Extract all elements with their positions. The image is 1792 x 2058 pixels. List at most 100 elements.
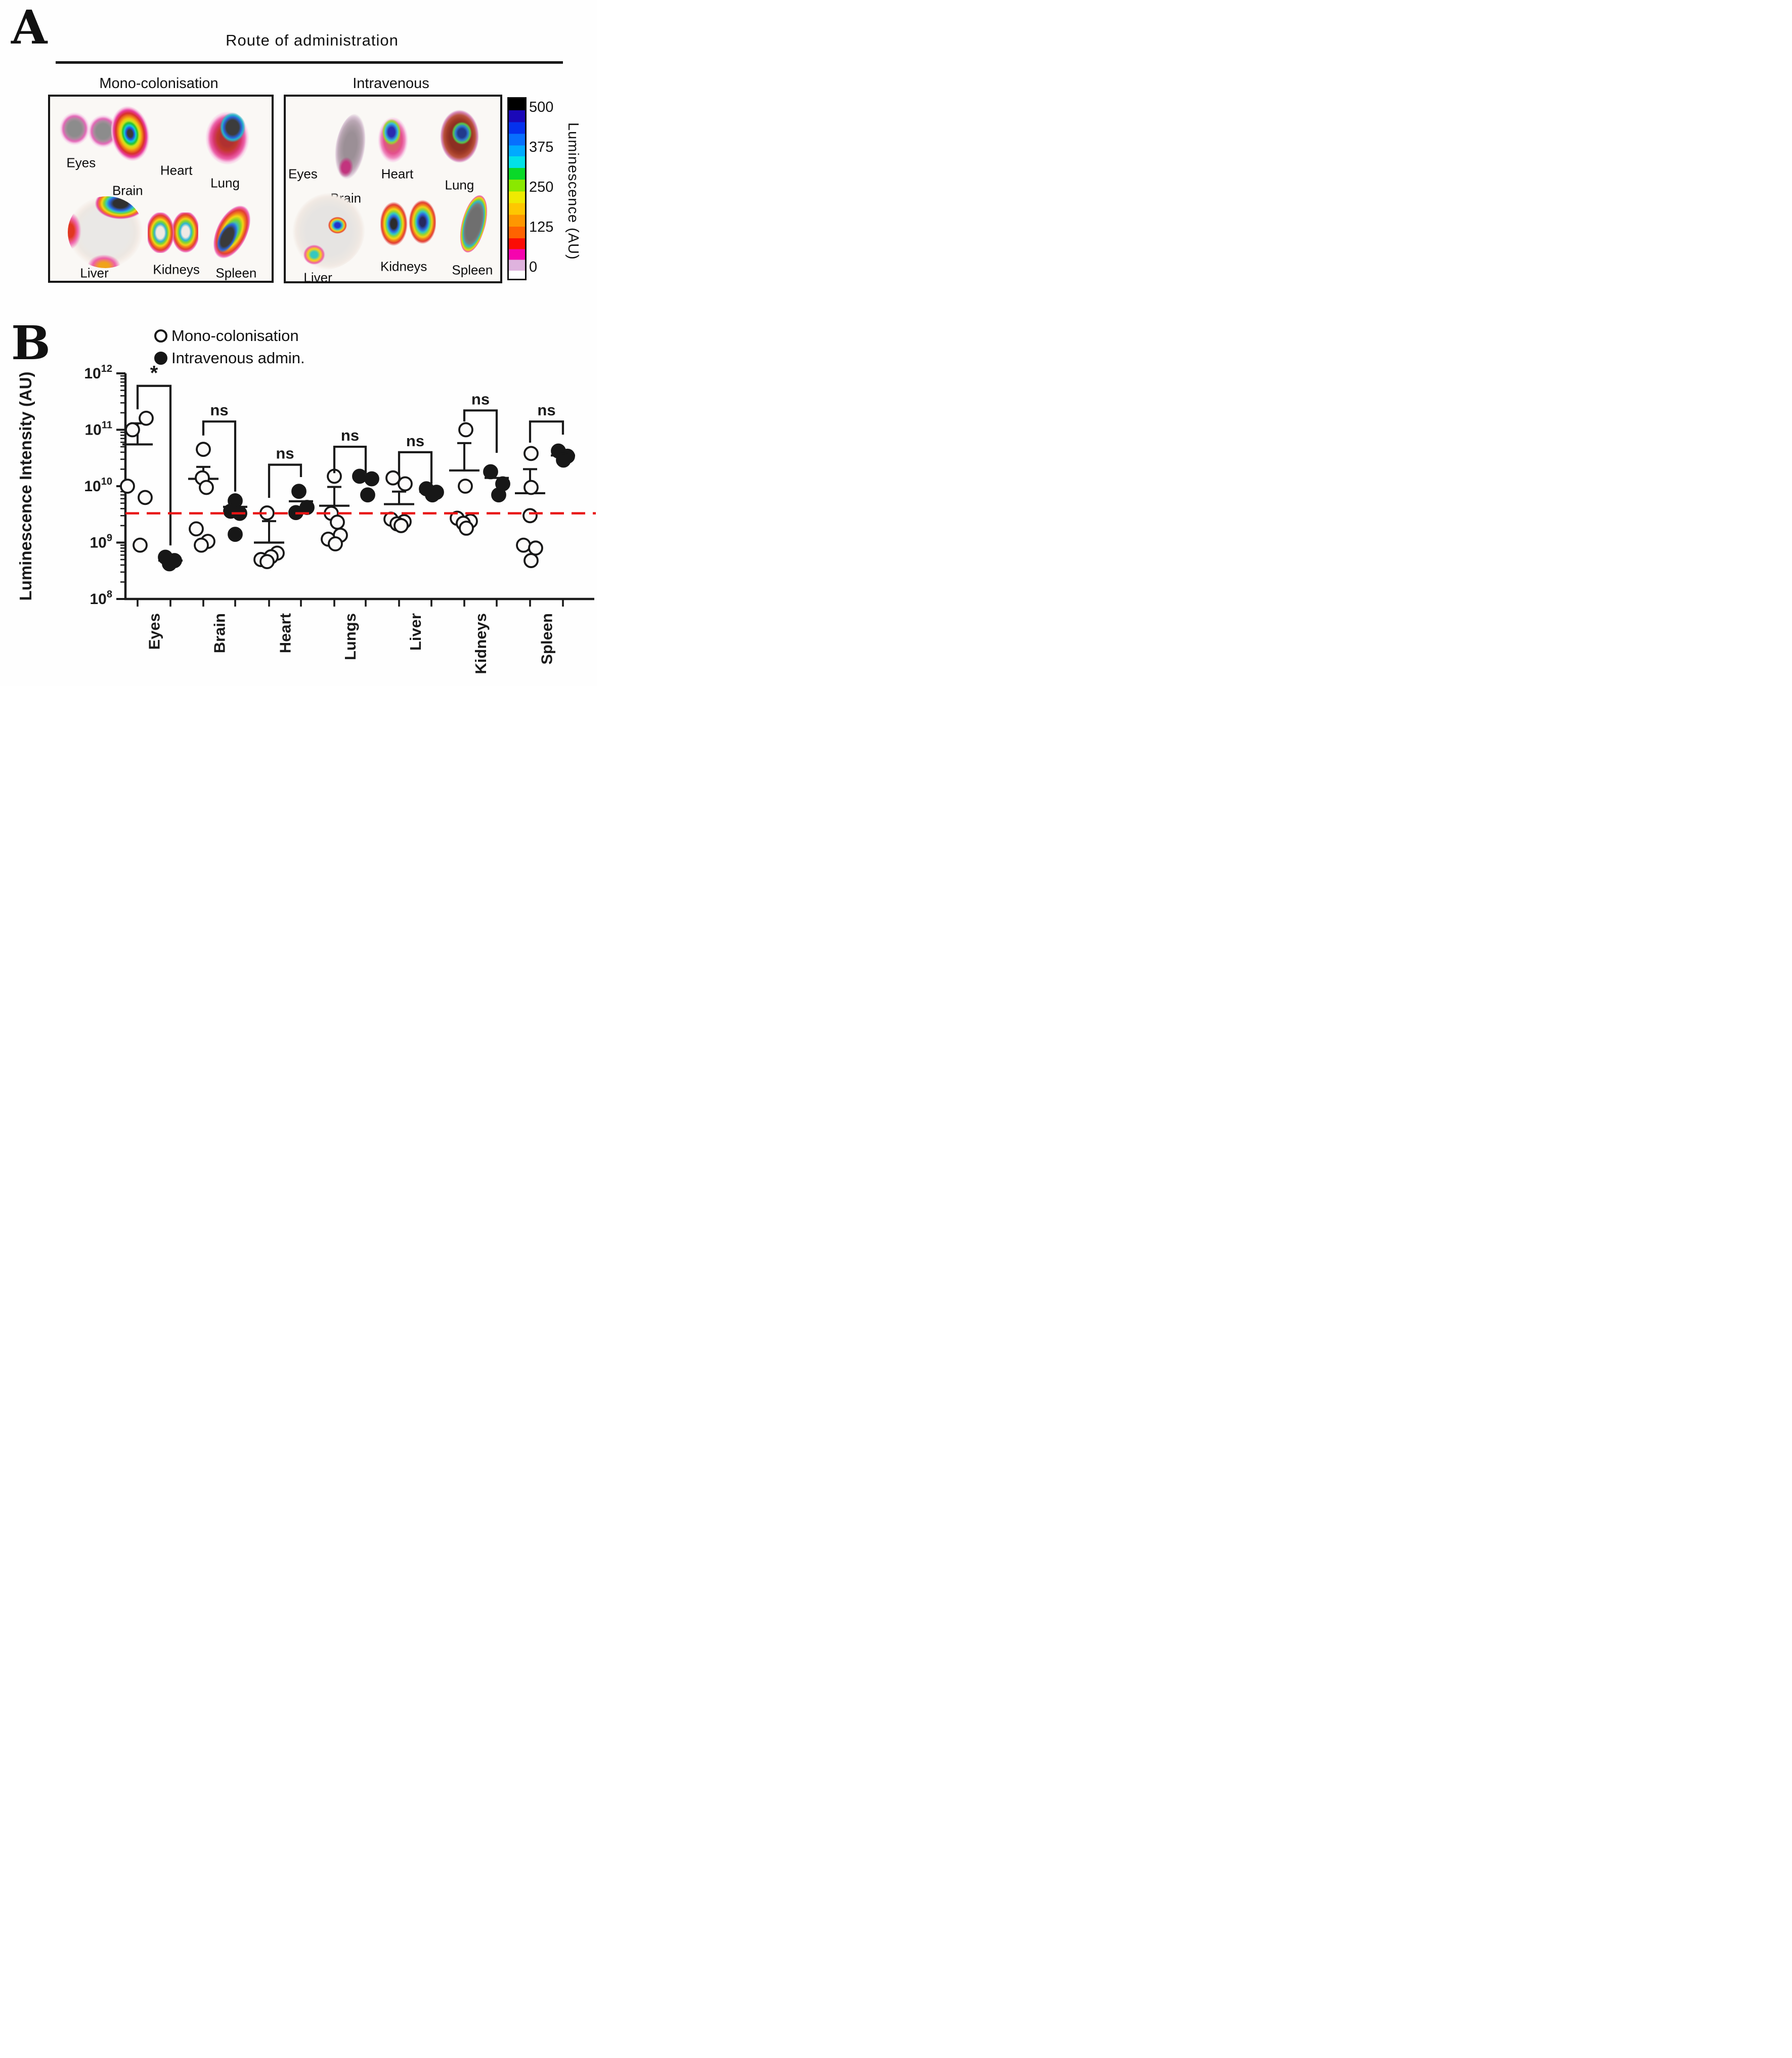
liver-organ-image	[68, 196, 143, 268]
brain-sig-label: ns	[210, 401, 228, 419]
liver-iv-data-point	[425, 487, 440, 503]
spleen-label: Spleen	[452, 262, 493, 278]
lungs-iv-data-point	[360, 487, 375, 503]
brain-sig-bracket	[202, 420, 237, 492]
spleen-mono-data-point	[523, 553, 539, 568]
lung-organ-image	[205, 111, 250, 165]
liver-mono-data-point	[398, 476, 413, 492]
kidneys-label: Kidneys	[153, 262, 200, 277]
lungs-sig-bracket	[333, 445, 367, 476]
liver-label: Liver	[80, 265, 109, 281]
liver-organ-image	[292, 192, 365, 271]
lungs-mono-data-point	[328, 536, 343, 551]
eyes-sig-label: *	[150, 362, 158, 384]
panel-subtitle: Intravenous	[353, 75, 429, 92]
figure-page: A Route of administration Mono-colonisat…	[0, 0, 597, 686]
colorbar-tick-375: 375	[529, 139, 554, 155]
lungs-sig-label: ns	[341, 426, 359, 444]
y-axis-title: Luminescence Intensity (AU)	[16, 372, 35, 601]
heart-sig-bracket	[268, 463, 302, 498]
panel-subtitle: Mono-colonisation	[99, 75, 218, 92]
brain-mono-data-point	[199, 480, 214, 495]
panel-b-label: B	[11, 316, 51, 370]
liver-label: Liver	[303, 270, 332, 285]
kidneys-sig-bracket	[463, 409, 498, 453]
heart-label: Heart	[381, 166, 414, 182]
eyes-mono-data-point	[125, 422, 140, 438]
legend-item-mono-colonisation: Mono-colonisation	[154, 327, 299, 345]
colorbar-tick-250: 250	[529, 179, 554, 195]
colorbar-tick-125: 125	[529, 219, 554, 235]
brain-mono-data-point	[189, 521, 204, 537]
eyes-mono-data-point	[139, 410, 154, 426]
eyes-mono-data-point	[138, 490, 153, 505]
lungs-iv-data-point	[352, 468, 367, 484]
x-category-label: Brain	[211, 613, 229, 653]
heart-iv-data-point	[291, 484, 307, 499]
kidneys-label: Kidneys	[380, 259, 427, 274]
spleen-mono-data-point	[522, 508, 538, 524]
y-tick-label: 1012	[84, 363, 112, 382]
eyes-label: Eyes	[66, 155, 96, 170]
spleen-mono-data-point	[523, 480, 539, 495]
y-tick-label: 108	[90, 589, 113, 608]
x-category-label: Liver	[407, 613, 424, 651]
organ-image-panels: Mono-colonisation Eyes Brain Heart Lung Liver…	[0, 0, 597, 314]
kidneys-organ-image	[147, 212, 199, 253]
lung-organ-image	[440, 109, 479, 163]
kidneys-iv-data-point	[483, 464, 498, 480]
brain-mono-data-point	[196, 442, 211, 457]
lungs-iv-data-point	[364, 471, 379, 487]
heart-sig-label: ns	[276, 445, 294, 462]
spleen-sig-label: ns	[537, 401, 555, 419]
liver-sig-bracket	[398, 451, 433, 484]
kidneys-organ-image	[380, 200, 436, 248]
eyes-mono-data-point	[133, 537, 148, 553]
colorbar-title: Luminescence (AU)	[565, 122, 581, 260]
liver-mono-data-point	[385, 470, 401, 486]
heart-organ-image	[378, 117, 408, 163]
eyes-iv-data-point	[162, 556, 177, 572]
eyes-sig-bracket	[136, 384, 172, 546]
heart-label: Heart	[160, 162, 193, 178]
y-tick-label: 1011	[84, 420, 112, 439]
kidneys-mono-data-point	[458, 479, 473, 494]
legend-label: Mono-colonisation	[171, 327, 299, 345]
scatter-plot: 1012 1011 1010 109 108 Luminescence Intensity…	[16, 362, 596, 674]
y-tick-label: 1010	[84, 476, 112, 495]
y-tick-label: 109	[90, 533, 113, 551]
eyes-mono-data-point	[120, 479, 135, 494]
x-category-label: Eyes	[146, 613, 163, 650]
lungs-mono-data-point	[330, 514, 345, 530]
brain-mono-data-point	[194, 537, 209, 553]
spleen-sig-bracket	[529, 420, 564, 443]
spleen-mono-data-point	[528, 540, 543, 556]
spleen-iv-data-point	[556, 452, 571, 468]
kidneys-mono-data-point	[459, 521, 474, 536]
kidneys-mono-data-point	[458, 422, 473, 438]
panel-a-label: A	[11, 0, 48, 55]
brain-label: Brain	[112, 183, 143, 198]
spleen-mono-data-point	[516, 537, 531, 553]
filled-circle-icon	[154, 352, 167, 365]
liver-mono-data-point	[394, 518, 409, 533]
brain-iv-data-point	[228, 527, 243, 542]
open-circle-icon	[154, 329, 167, 342]
eyes-label: Eyes	[288, 166, 318, 182]
colorbar-tick-500: 500	[529, 99, 554, 115]
x-category-label: Kidneys	[472, 613, 490, 674]
legend-item-intravenous: Intravenous admin.	[154, 349, 305, 367]
organ-panel-mono-colonisation: Eyes Brain Heart Lung Liver Kidneys Spleen	[48, 95, 274, 283]
route-of-administration-header: Route of administration	[226, 31, 399, 49]
x-category-label: Lungs	[341, 613, 359, 660]
header-underline	[56, 61, 563, 64]
spleen-label: Spleen	[215, 265, 257, 281]
heart-mono-data-point	[259, 554, 275, 570]
kidneys-sig-label: ns	[471, 390, 490, 408]
lung-label: Lung	[210, 175, 240, 191]
liver-sig-label: ns	[406, 432, 424, 450]
x-category-label: Spleen	[538, 613, 556, 665]
colorbar-tick-0: 0	[529, 259, 538, 275]
legend-label: Intravenous admin.	[171, 349, 305, 367]
